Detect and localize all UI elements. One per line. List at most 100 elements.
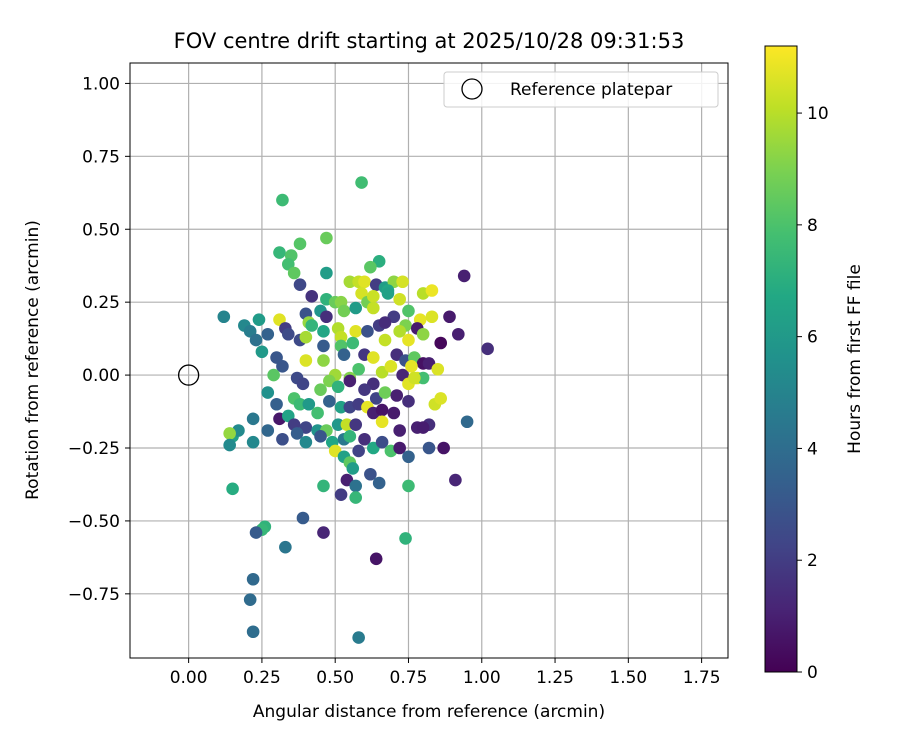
data-point — [337, 304, 351, 318]
data-point — [358, 275, 371, 289]
data-point — [279, 540, 292, 554]
data-point — [226, 482, 239, 496]
data-point — [367, 301, 380, 315]
y-tick-label: −0.75 — [68, 585, 120, 605]
data-point — [452, 327, 465, 341]
data-point — [293, 397, 307, 411]
y-tick-label: −0.25 — [68, 439, 120, 459]
data-point — [402, 479, 415, 493]
data-point — [299, 330, 313, 344]
chart-title: FOV centre drift starting at 2025/10/28 … — [174, 29, 685, 53]
data-point — [281, 327, 295, 341]
x-axis-label: Angular distance from reference (arcmin) — [253, 702, 605, 722]
colorbar-ticks: 0 2 4 6 8 10 — [797, 104, 829, 683]
data-point — [323, 395, 336, 408]
data-point — [449, 473, 462, 487]
y-tick-label: 1.00 — [82, 74, 120, 94]
x-tick-label: 0.00 — [170, 668, 208, 688]
data-point — [276, 360, 289, 373]
data-point — [352, 631, 365, 644]
data-point — [425, 310, 439, 324]
data-point — [317, 325, 330, 338]
x-tick-label: 1.75 — [683, 668, 721, 688]
data-point — [393, 424, 406, 437]
data-point — [481, 342, 494, 356]
x-tick-label: 1.25 — [536, 668, 574, 688]
data-point — [346, 336, 360, 350]
data-point — [296, 511, 310, 525]
data-point — [378, 386, 392, 399]
data-point — [396, 275, 409, 289]
data-point — [317, 339, 330, 353]
data-point — [293, 237, 307, 251]
data-point — [314, 430, 327, 443]
y-tick-label: 0.00 — [82, 366, 120, 386]
data-point — [290, 427, 304, 440]
data-point — [223, 427, 236, 440]
colorbar-label: Hours from first FF file — [845, 264, 865, 454]
data-point — [434, 336, 448, 350]
data-point — [349, 491, 363, 504]
reference-marker — [177, 364, 200, 386]
data-point — [261, 424, 275, 437]
y-tick-label: −0.50 — [68, 512, 120, 532]
data-point — [378, 333, 392, 347]
data-point — [349, 418, 363, 431]
data-point — [393, 292, 406, 306]
colorbar-tick-label: 0 — [807, 663, 818, 683]
data-point — [378, 316, 392, 329]
data-point — [343, 275, 357, 289]
data-point — [276, 432, 289, 446]
x-axis-ticks: 0.00 0.25 0.50 0.75 1.00 1.25 1.50 1.75 — [170, 658, 721, 688]
y-tick-label: 0.75 — [82, 147, 120, 167]
data-point — [367, 290, 380, 303]
data-point — [381, 287, 395, 300]
colorbar-tick-label: 10 — [807, 104, 829, 124]
data-point — [337, 348, 351, 361]
data-point — [267, 368, 280, 382]
legend-box — [443, 71, 719, 108]
data-point — [416, 371, 430, 385]
data-point — [352, 362, 365, 376]
x-tick-label: 0.75 — [390, 668, 428, 688]
data-point — [305, 290, 319, 303]
data-point — [331, 380, 345, 394]
data-point — [261, 386, 275, 399]
data-point — [299, 354, 313, 367]
data-point — [340, 418, 354, 431]
data-point — [390, 389, 404, 402]
data-point — [296, 377, 310, 391]
data-point — [320, 310, 333, 324]
data-point — [246, 412, 260, 426]
data-point — [343, 430, 357, 443]
data-point — [443, 310, 456, 324]
data-point — [457, 269, 471, 283]
colorbar-tick-label: 6 — [807, 328, 818, 348]
data-point — [334, 330, 348, 344]
data-point — [334, 400, 348, 414]
data-point — [358, 383, 371, 396]
data-point — [416, 421, 430, 434]
data-point — [422, 441, 436, 455]
legend-reference-marker — [461, 78, 483, 100]
data-point — [425, 284, 439, 297]
data-point — [270, 397, 283, 411]
data-point — [243, 593, 257, 606]
data-point — [334, 488, 348, 501]
colorbar-tick-label: 4 — [807, 439, 818, 459]
data-point — [255, 345, 269, 359]
data-point — [305, 319, 319, 332]
data-point — [358, 432, 371, 446]
data-point — [367, 351, 380, 364]
colorbar-tick-label: 8 — [807, 216, 818, 236]
x-tick-label: 0.50 — [316, 668, 354, 688]
data-point — [375, 415, 389, 429]
data-point — [246, 435, 260, 449]
data-point — [364, 467, 377, 481]
data-point — [349, 325, 363, 338]
data-point — [320, 231, 333, 245]
data-point — [293, 278, 307, 291]
reference-point — [177, 364, 200, 386]
data-point — [249, 526, 263, 539]
data-point — [320, 266, 333, 280]
